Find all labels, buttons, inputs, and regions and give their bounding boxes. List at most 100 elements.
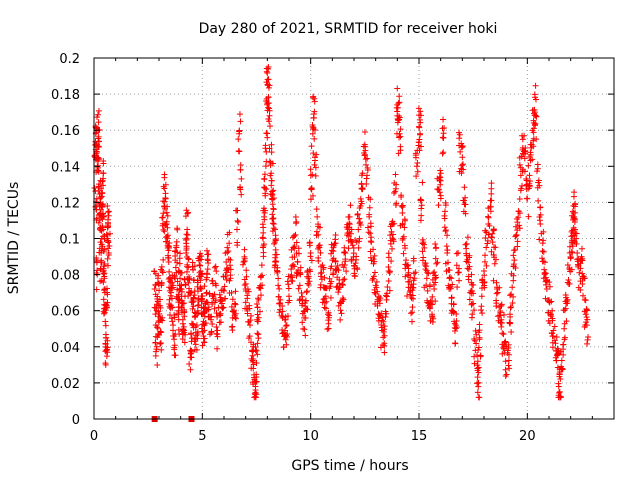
data-point	[567, 254, 574, 261]
data-point	[412, 150, 419, 157]
data-point	[432, 255, 439, 262]
data-point	[371, 289, 378, 296]
data-point	[516, 222, 523, 229]
data-point	[437, 192, 444, 199]
data-point	[381, 323, 388, 330]
data-point	[103, 302, 110, 309]
data-point	[475, 344, 482, 351]
data-point	[325, 311, 331, 318]
data-point	[412, 269, 419, 276]
data-point	[474, 389, 481, 396]
data-point	[347, 202, 354, 209]
data-point	[529, 156, 536, 163]
data-point	[237, 118, 244, 125]
data-point	[105, 219, 112, 226]
data-point	[526, 172, 533, 179]
x-tick-label: 20	[519, 429, 536, 444]
data-point	[293, 272, 300, 279]
data-point	[252, 344, 259, 351]
data-point	[516, 225, 523, 232]
data-point	[551, 323, 558, 330]
data-point	[498, 301, 505, 308]
data-point	[417, 108, 424, 115]
data-point	[488, 180, 495, 187]
data-point	[510, 293, 517, 300]
data-point	[326, 285, 333, 292]
data-point	[232, 315, 239, 322]
data-point	[298, 289, 305, 296]
data-point	[321, 274, 328, 281]
data-point	[268, 182, 275, 189]
data-point	[580, 292, 587, 299]
data-point	[190, 266, 197, 273]
data-point	[176, 260, 183, 267]
data-point	[549, 317, 556, 324]
data-point	[326, 275, 333, 282]
data-points	[91, 64, 592, 422]
data-point	[100, 247, 107, 254]
data-point	[523, 195, 530, 202]
data-point	[294, 258, 301, 265]
data-point	[468, 271, 475, 278]
data-point	[217, 310, 224, 317]
data-point	[309, 123, 316, 130]
data-point	[255, 331, 262, 338]
data-point	[437, 181, 444, 188]
data-point	[157, 339, 164, 346]
data-point	[204, 266, 211, 273]
data-point	[288, 277, 295, 284]
data-point	[225, 248, 232, 255]
data-point	[189, 305, 196, 312]
data-point	[284, 312, 291, 319]
data-point	[264, 76, 271, 83]
data-point	[319, 299, 326, 306]
data-point	[320, 266, 327, 273]
y-tick-label: 0	[72, 413, 80, 428]
data-point	[271, 264, 278, 271]
data-point	[341, 248, 348, 255]
data-point	[285, 281, 292, 288]
data-point	[477, 352, 484, 359]
data-point	[566, 265, 573, 272]
data-point	[263, 148, 270, 155]
data-point	[95, 156, 102, 163]
data-point	[413, 173, 420, 180]
data-point	[104, 255, 111, 262]
data-point	[258, 262, 265, 269]
data-point	[576, 269, 583, 276]
data-point	[283, 341, 290, 348]
data-point	[396, 99, 403, 106]
data-point	[173, 242, 180, 249]
data-point	[443, 243, 450, 250]
data-point	[293, 239, 300, 246]
data-point	[181, 309, 188, 316]
data-point	[246, 302, 253, 309]
data-point	[334, 262, 341, 269]
data-point	[499, 330, 506, 337]
data-point	[171, 314, 178, 321]
data-point	[104, 337, 111, 344]
data-point	[286, 297, 293, 304]
data-point	[385, 263, 392, 270]
data-point	[163, 218, 170, 225]
data-point	[209, 321, 216, 328]
data-point	[101, 270, 108, 277]
data-point	[99, 189, 106, 196]
data-point	[418, 143, 425, 150]
data-point	[525, 213, 532, 220]
data-point	[102, 341, 109, 348]
data-point	[307, 172, 314, 179]
chart-title: Day 280 of 2021, SRMTID for receiver hok…	[199, 21, 498, 37]
data-point	[171, 312, 178, 319]
data-point	[315, 257, 322, 264]
data-point	[179, 320, 186, 327]
data-point	[509, 300, 516, 307]
data-point	[197, 268, 204, 275]
data-point	[364, 165, 371, 172]
data-point	[341, 261, 348, 268]
data-point	[212, 263, 219, 270]
data-point	[174, 286, 181, 293]
data-point	[257, 292, 264, 299]
data-point	[486, 222, 493, 229]
data-point	[553, 357, 560, 364]
